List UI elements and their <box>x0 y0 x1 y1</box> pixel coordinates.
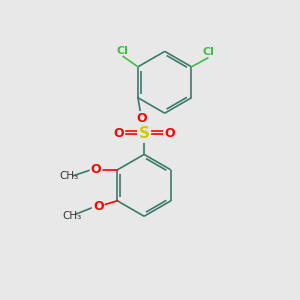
Text: CH₃: CH₃ <box>59 171 78 182</box>
Text: CH₃: CH₃ <box>62 211 81 220</box>
Text: Cl: Cl <box>202 47 214 57</box>
Text: O: O <box>136 112 147 125</box>
Text: Cl: Cl <box>117 46 129 56</box>
Text: O: O <box>164 127 175 140</box>
Text: O: O <box>93 200 104 213</box>
Text: S: S <box>139 126 150 141</box>
Text: O: O <box>91 164 101 176</box>
Text: O: O <box>113 127 124 140</box>
